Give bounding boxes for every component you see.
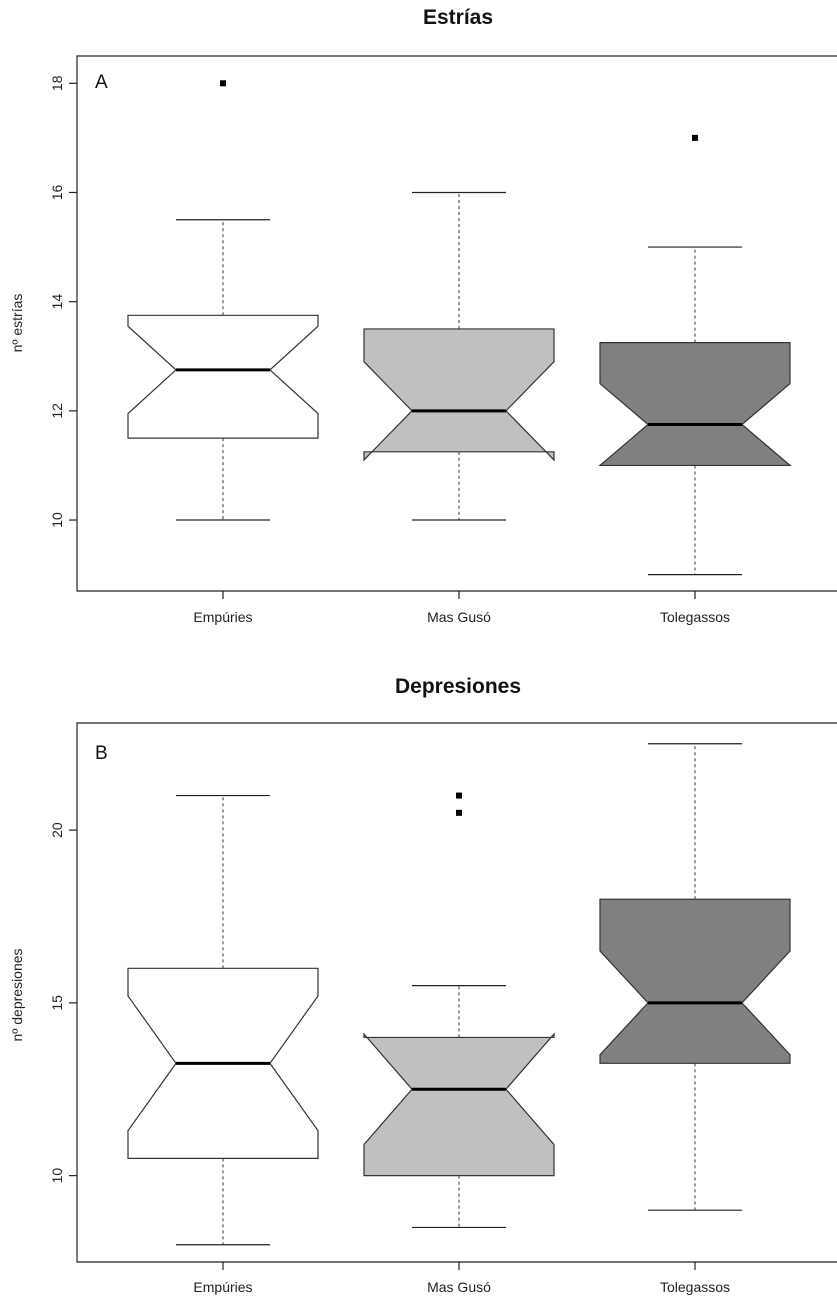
y-tick-label: 10 (49, 1168, 65, 1184)
y-tick-label: 12 (49, 403, 65, 419)
box-0 (127, 794, 319, 1246)
x-tick-label: Mas Gusó (427, 1279, 491, 1295)
panel-letter: B (95, 743, 108, 764)
y-axis-label: nº estrías (9, 294, 25, 353)
chart-title: Estrías (423, 6, 493, 29)
y-axis-label: nº depresiones (9, 948, 25, 1041)
y-tick-label: 20 (49, 822, 65, 838)
box-0 (127, 80, 319, 521)
y-tick-label: 18 (49, 75, 65, 91)
y-tick-label: 10 (49, 512, 65, 528)
plot-area: 10 15 20 Empúries Mas Gusó Tolegassos (49, 722, 837, 1295)
y-tick-label: 15 (49, 995, 65, 1011)
x-tick-label: Tolegassos (660, 609, 730, 625)
x-tick-label: Tolegassos (660, 1279, 730, 1295)
x-tick-label: Empúries (193, 1279, 252, 1295)
panel-estrias: Estrías A nº estrías 10 12 14 16 18 Empúries M… (9, 6, 837, 625)
y-tick-label: 16 (49, 184, 65, 200)
outlier-point (456, 809, 462, 816)
panel-letter: A (95, 72, 108, 93)
x-tick-label: Empúries (193, 609, 252, 625)
notched-box (363, 1032, 555, 1177)
outlier-point (692, 134, 698, 141)
box-2 (599, 743, 791, 1211)
notched-box (363, 328, 555, 462)
box-1 (363, 792, 555, 1229)
chart-title: Depresiones (395, 675, 521, 698)
outlier-point (456, 792, 462, 799)
plot-area: 10 12 14 16 18 Empúries Mas Gusó Tolegassos (49, 55, 837, 625)
notched-box (598, 342, 792, 467)
notched-box (599, 898, 791, 1064)
x-tick-label: Mas Gusó (427, 609, 491, 625)
notched-box (127, 314, 319, 439)
panel-depresiones: Depresiones B nº depresiones 10 15 20 Empúr… (9, 675, 837, 1295)
y-tick-label: 14 (49, 294, 65, 310)
box-1 (363, 191, 555, 521)
box-2 (598, 134, 792, 576)
outlier-point (220, 80, 226, 87)
